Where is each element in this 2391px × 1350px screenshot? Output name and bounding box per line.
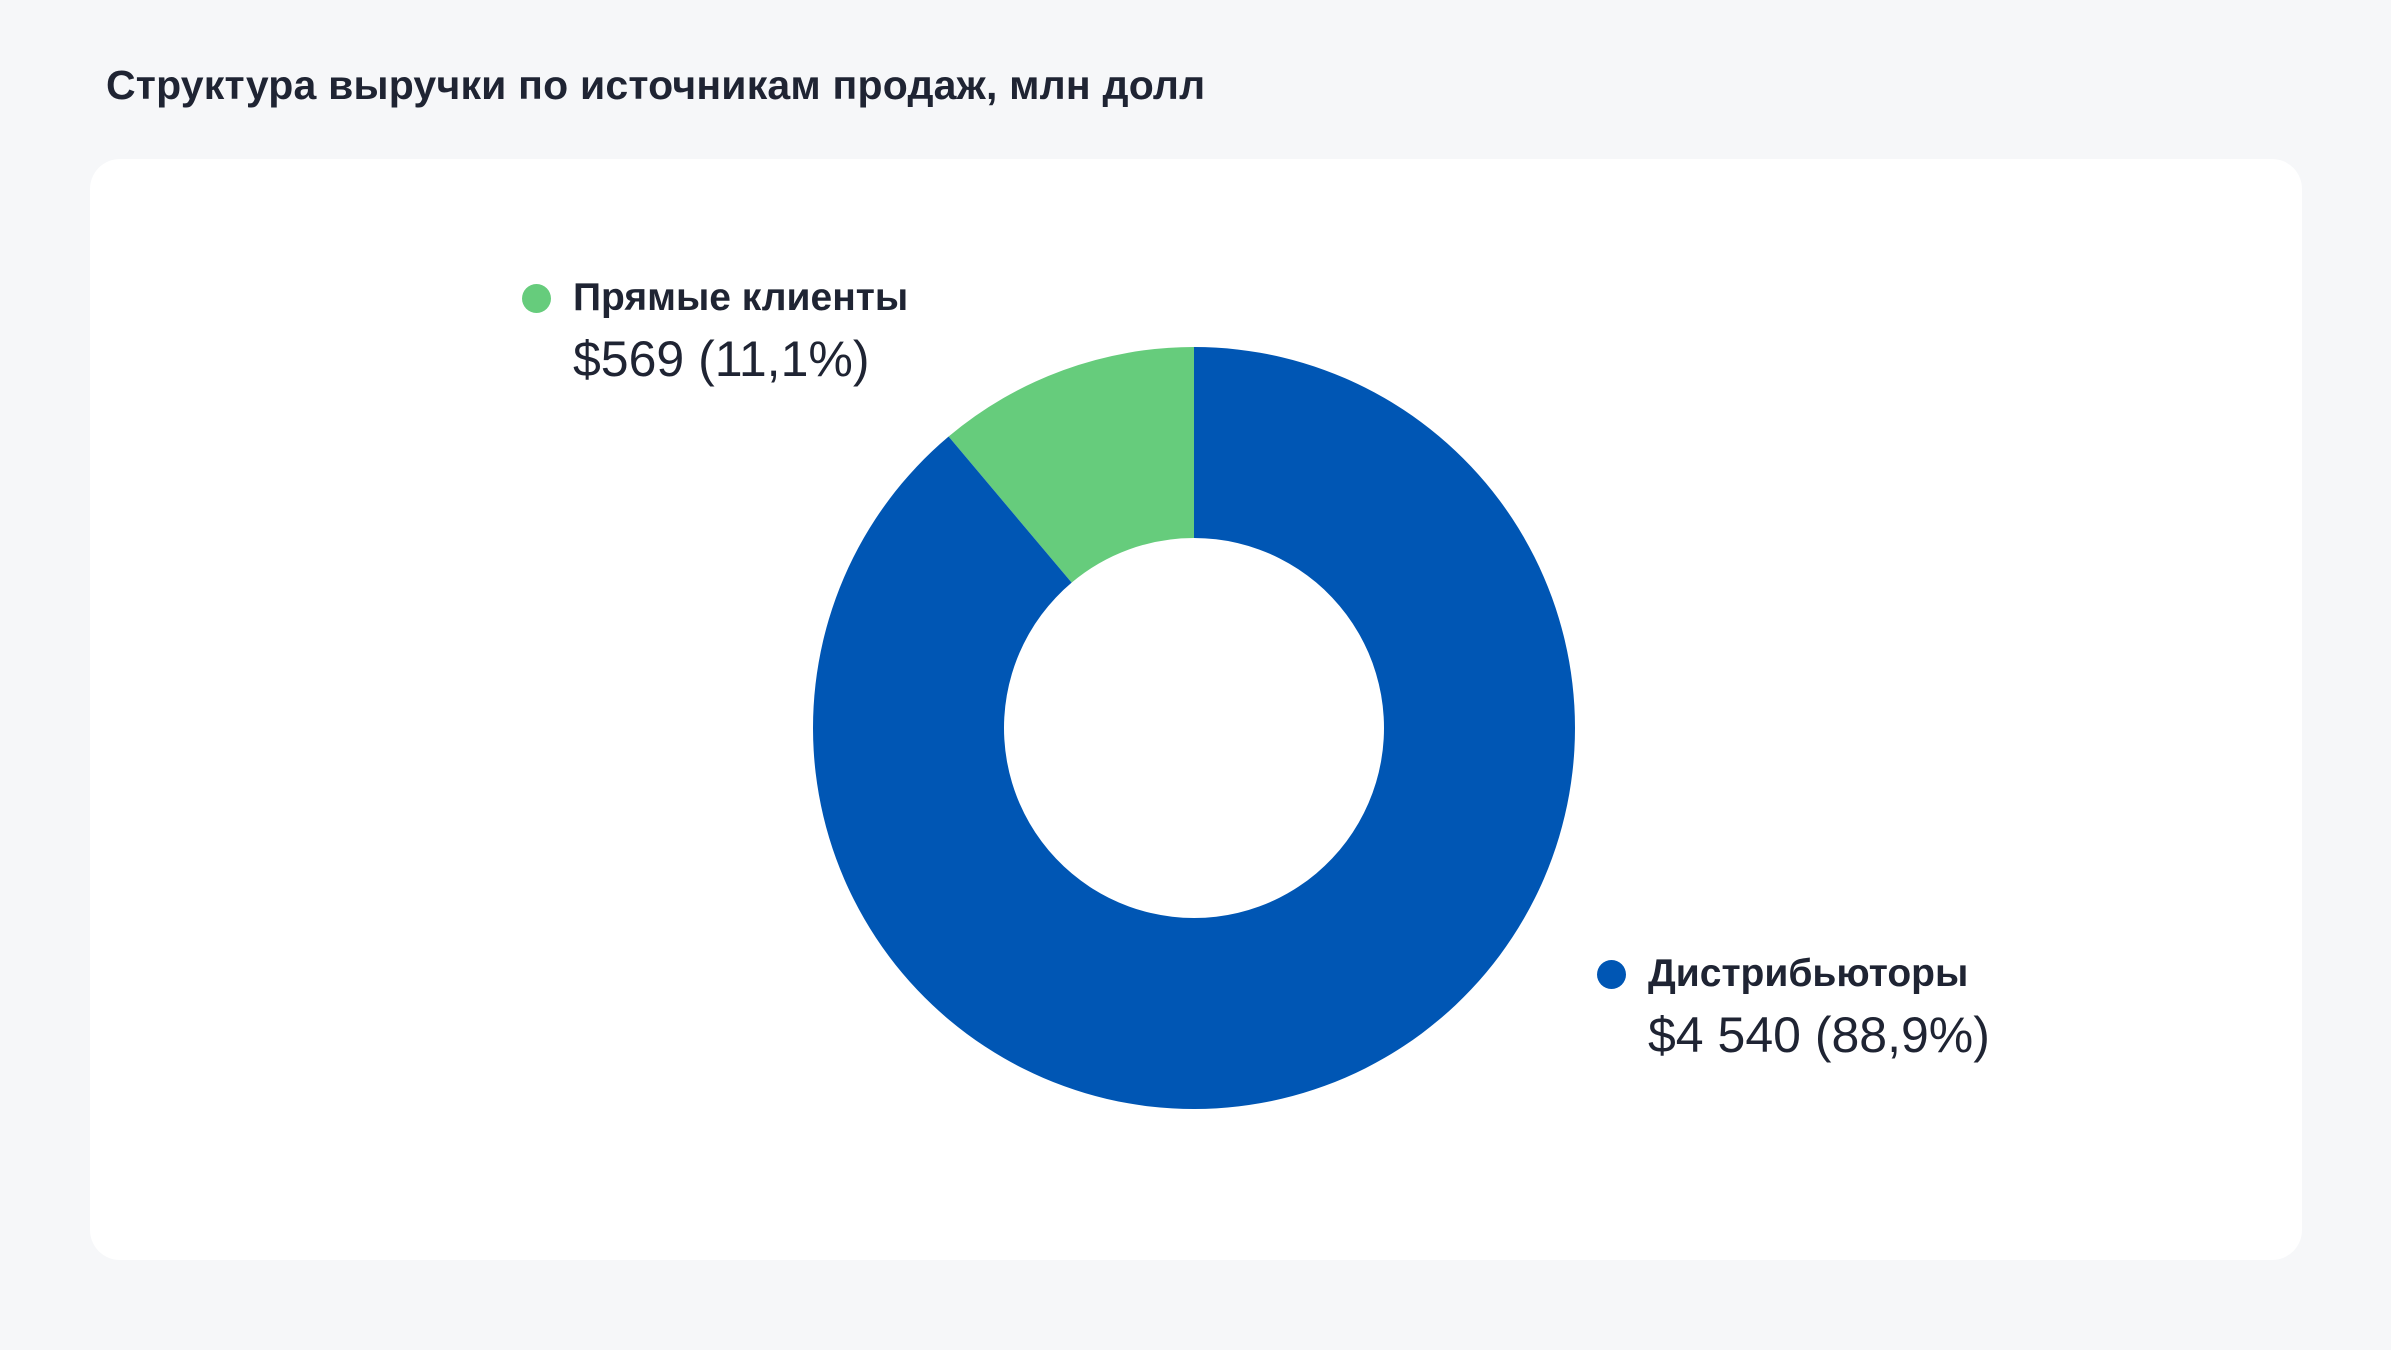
slice-value-direct-clients: $569 (11,1%) bbox=[573, 331, 870, 387]
chart-title: Структура выручки по источникам продаж, … bbox=[106, 62, 1206, 108]
slice-direct-clients bbox=[948, 347, 1194, 583]
slice-value-distributors: $4 540 (88,9%) bbox=[1648, 1007, 1990, 1063]
slice-label-direct-clients: Прямые клиенты $569 (11,1%) bbox=[522, 276, 908, 388]
legend-dot-direct-clients bbox=[522, 283, 551, 313]
slice-name-direct-clients: Прямые клиенты bbox=[573, 276, 909, 319]
donut-chart bbox=[812, 347, 1576, 1109]
slice-distributors bbox=[812, 347, 1576, 1109]
slice-name-distributors: Дистрибьюторы bbox=[1648, 952, 1969, 995]
legend-dot-distributors bbox=[1597, 959, 1626, 989]
slice-label-distributors: Дистрибьюторы $4 540 (88,9%) bbox=[1597, 952, 1990, 1064]
chart-card: Прямые клиенты $569 (11,1%) Дистрибьютор… bbox=[90, 159, 2302, 1260]
